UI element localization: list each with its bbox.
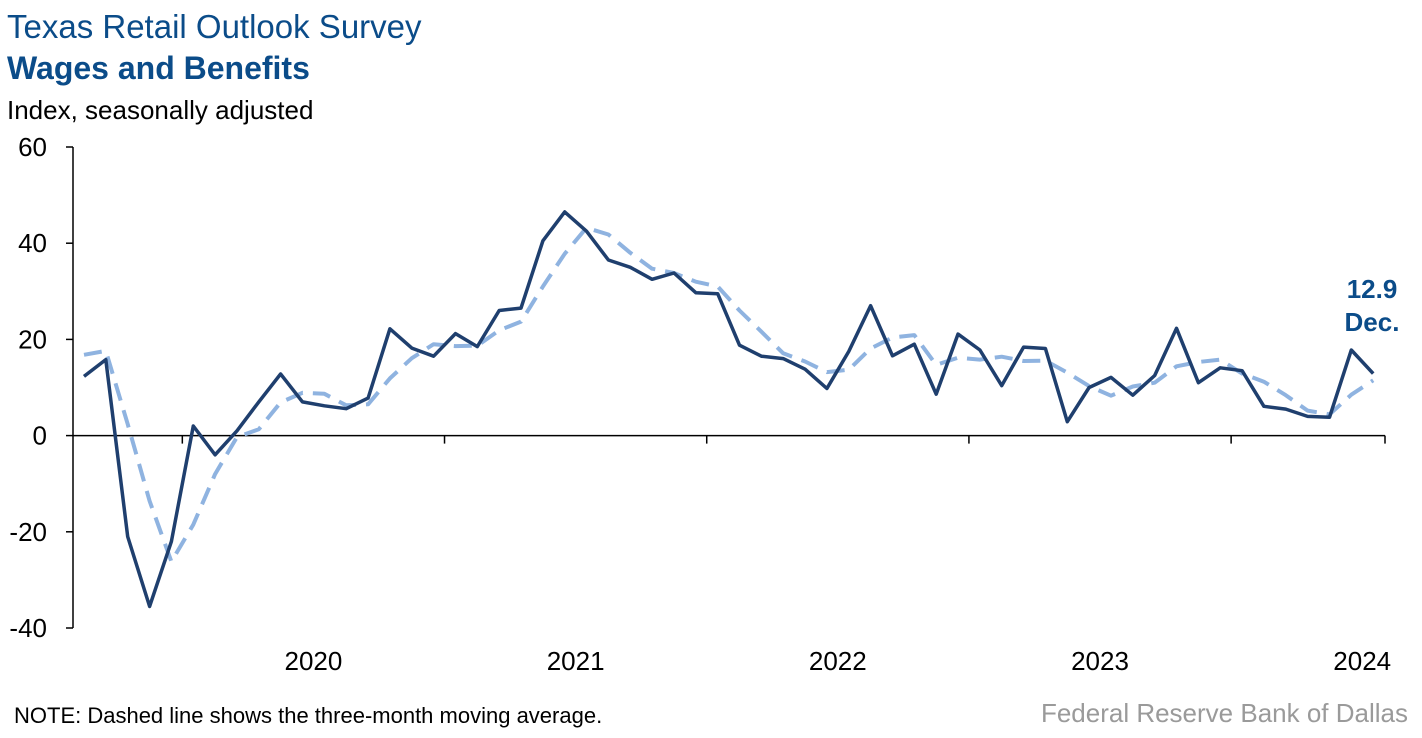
index-line — [82, 210, 1375, 609]
y-tick-label: 40 — [18, 228, 47, 258]
footnote: NOTE: Dashed line shows the three-month … — [14, 703, 603, 728]
x-tick-label: 2023 — [1071, 646, 1129, 676]
moving-average-line — [83, 225, 1375, 564]
x-tick-label: 2022 — [809, 646, 867, 676]
x-tick-label: 2020 — [285, 646, 343, 676]
latest-value-label: 12.9 — [1347, 274, 1398, 304]
x-tick-label: 2024 — [1333, 646, 1391, 676]
latest-period-label: Dec. — [1345, 307, 1400, 337]
chart-title: Wages and Benefits — [7, 50, 310, 86]
y-tick-label: 0 — [33, 421, 47, 451]
y-tick-label: 20 — [18, 324, 47, 354]
y-axis-label: Index, seasonally adjusted — [7, 95, 314, 125]
chart-supertitle: Texas Retail Outlook Survey — [7, 8, 422, 45]
y-tick-label: -40 — [9, 613, 47, 643]
y-tick-label: -20 — [9, 517, 47, 547]
y-tick-label: 60 — [18, 132, 47, 162]
source-credit: Federal Reserve Bank of Dallas — [1040, 698, 1408, 728]
x-tick-label: 2021 — [547, 646, 605, 676]
